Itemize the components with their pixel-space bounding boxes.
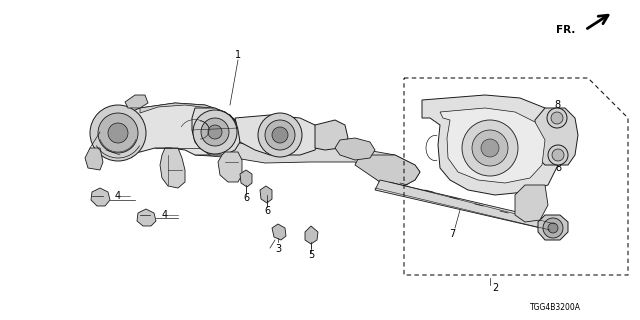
Text: 7: 7 [449,229,455,239]
Circle shape [543,218,563,238]
Text: 8: 8 [554,100,560,110]
Circle shape [548,223,558,233]
Polygon shape [375,180,560,232]
Polygon shape [315,120,348,150]
Text: 6: 6 [264,206,270,216]
Text: FR.: FR. [556,25,575,35]
Polygon shape [240,170,252,187]
Polygon shape [218,152,242,182]
Polygon shape [140,103,235,120]
Circle shape [552,149,564,161]
Circle shape [265,120,295,150]
Circle shape [258,113,302,157]
Text: TGG4B3200A: TGG4B3200A [529,303,580,313]
Polygon shape [305,226,318,244]
Polygon shape [538,215,568,240]
Polygon shape [137,209,156,226]
Polygon shape [515,185,548,222]
Text: 4: 4 [162,210,168,220]
Circle shape [481,139,499,157]
Text: 4: 4 [115,191,121,201]
Polygon shape [260,186,272,203]
Polygon shape [192,108,240,155]
Polygon shape [440,108,545,183]
Polygon shape [272,224,286,240]
Circle shape [462,120,518,176]
Text: 2: 2 [492,283,498,293]
Polygon shape [422,95,558,195]
Polygon shape [355,155,420,188]
Polygon shape [125,95,148,108]
Text: 1: 1 [235,50,241,60]
Polygon shape [85,148,103,170]
Circle shape [98,113,138,153]
Polygon shape [195,138,420,188]
Text: 5: 5 [308,250,314,260]
Circle shape [547,108,567,128]
Polygon shape [97,103,240,155]
Text: 3: 3 [275,244,281,254]
Circle shape [472,130,508,166]
Circle shape [201,118,229,146]
Circle shape [90,105,146,161]
Polygon shape [91,188,110,206]
Text: 8: 8 [555,163,561,173]
Circle shape [208,125,222,139]
Circle shape [272,127,288,143]
Polygon shape [235,115,320,155]
Circle shape [193,110,237,154]
Text: 6: 6 [243,193,249,203]
Circle shape [548,145,568,165]
Polygon shape [535,108,578,165]
Polygon shape [335,138,375,160]
Polygon shape [160,148,185,188]
Circle shape [551,112,563,124]
Circle shape [108,123,128,143]
